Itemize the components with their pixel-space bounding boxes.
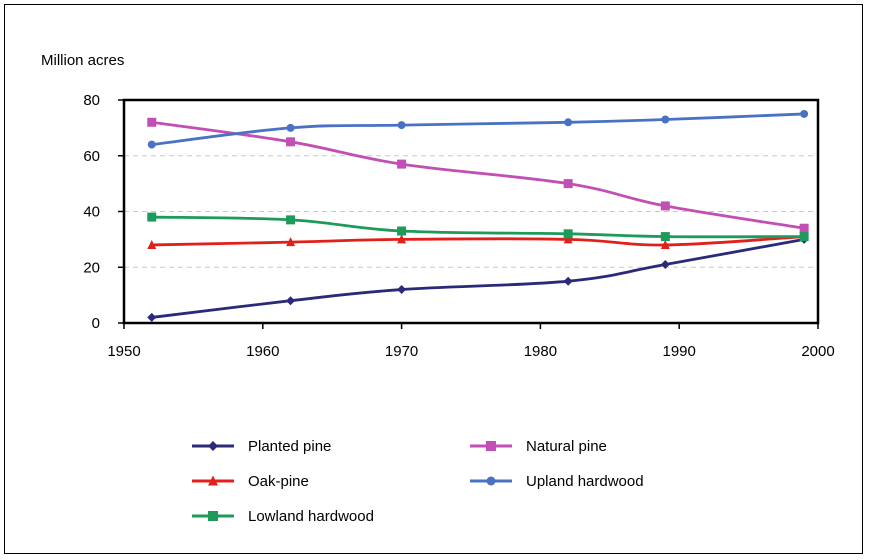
x-tick-label: 1980 (524, 343, 557, 360)
series-line-lowland-hardwood (150, 215, 806, 239)
series-upland-hardwood (147, 109, 809, 149)
series-line-oak-pine (150, 235, 806, 247)
series-group (147, 109, 809, 322)
data-point-natural-pine (147, 117, 157, 127)
legend-item-lowland-hardwood: Lowland hardwood (192, 508, 374, 525)
data-point-lowland-hardwood (799, 232, 809, 242)
y-axis-ticks: 0 20 40 60 80 (83, 92, 124, 332)
x-tick-label: 1990 (663, 343, 696, 360)
legend-label: Planted pine (248, 438, 331, 455)
series-line-natural-pine (150, 120, 806, 230)
y-tick-label: 60 (83, 148, 100, 165)
data-point-lowland-hardwood (286, 215, 296, 225)
x-tick-label: 1950 (107, 343, 140, 360)
data-point-upland-hardwood (147, 140, 156, 149)
line-chart: Million acres 0 20 40 60 80 1950 1960 1970 1980… (41, 52, 835, 525)
data-point-oak-pine (286, 237, 296, 247)
legend-label: Upland hardwood (526, 473, 644, 490)
data-point-lowland-hardwood (563, 229, 573, 239)
data-point-planted-pine (660, 259, 670, 269)
data-point-upland-hardwood (661, 115, 670, 124)
y-axis-title: Million acres (41, 52, 124, 69)
y-tick-label: 80 (83, 92, 100, 109)
x-tick-label: 2000 (801, 343, 834, 360)
data-point-planted-pine (397, 285, 407, 295)
legend-label: Oak-pine (248, 473, 309, 490)
x-tick-label: 1970 (385, 343, 418, 360)
legend-label: Lowland hardwood (248, 508, 374, 525)
data-point-natural-pine (563, 179, 573, 189)
legend-marker (486, 441, 496, 451)
data-point-planted-pine (147, 312, 157, 322)
data-point-lowland-hardwood (147, 212, 157, 222)
legend-marker (208, 441, 218, 451)
data-point-oak-pine (660, 239, 670, 249)
series-line-upland-hardwood (150, 112, 806, 146)
data-point-lowland-hardwood (397, 226, 407, 236)
series-lowland-hardwood (147, 212, 809, 242)
legend-marker (208, 475, 218, 486)
chart-frame: Million acres 0 20 40 60 80 1950 1960 1970 1980… (4, 4, 863, 554)
y-tick-label: 0 (92, 315, 100, 332)
data-point-upland-hardwood (286, 123, 295, 132)
data-point-oak-pine (147, 239, 157, 249)
legend-item-planted-pine: Planted pine (192, 438, 331, 455)
data-point-upland-hardwood (800, 109, 809, 118)
data-point-natural-pine (286, 137, 296, 147)
x-tick-label: 1960 (246, 343, 279, 360)
y-tick-label: 20 (83, 259, 100, 276)
x-axis-ticks: 1950 1960 1970 1980 1990 2000 (107, 323, 835, 360)
series-line-planted-pine (150, 237, 806, 319)
legend: Planted pine Natural pine Oak-pine Upland h… (192, 438, 644, 525)
data-point-oak-pine (563, 234, 573, 244)
series-planted-pine (147, 234, 809, 322)
data-point-oak-pine (397, 234, 407, 244)
data-point-upland-hardwood (564, 118, 573, 127)
legend-marker (208, 511, 218, 521)
legend-item-oak-pine: Oak-pine (192, 473, 309, 490)
legend-item-natural-pine: Natural pine (470, 438, 607, 455)
legend-marker (486, 476, 496, 486)
legend-item-upland-hardwood: Upland hardwood (470, 473, 644, 490)
series-natural-pine (147, 117, 809, 233)
data-point-natural-pine (799, 223, 809, 233)
data-point-lowland-hardwood (660, 232, 670, 242)
plot-area-border (122, 98, 820, 325)
data-point-natural-pine (660, 201, 670, 211)
y-tick-label: 40 (83, 204, 100, 221)
data-point-natural-pine (397, 159, 407, 169)
data-point-planted-pine (563, 276, 573, 286)
data-point-planted-pine (286, 296, 296, 306)
legend-label: Natural pine (526, 438, 607, 455)
data-point-upland-hardwood (397, 121, 406, 130)
